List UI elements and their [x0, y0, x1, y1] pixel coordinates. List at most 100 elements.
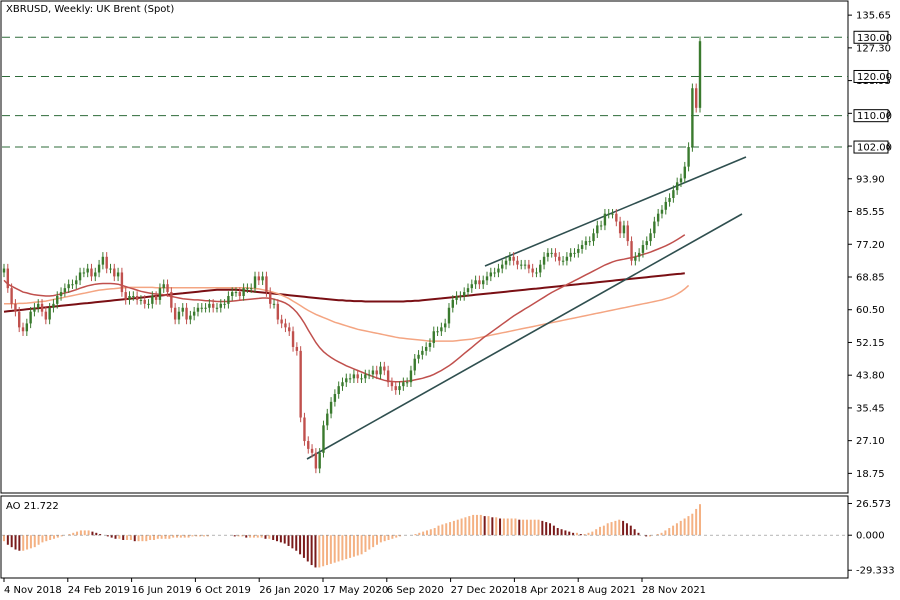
candle-body — [413, 358, 416, 371]
y-tick-label: 93.90 — [856, 174, 885, 185]
candle-body — [272, 303, 276, 305]
candle-body — [154, 296, 158, 300]
candle-body — [592, 233, 595, 242]
candle-body — [250, 288, 253, 290]
level-label-box — [853, 69, 889, 83]
candle-body — [291, 331, 295, 347]
candle-body — [474, 280, 477, 285]
candle-body — [379, 366, 382, 375]
candle-body — [630, 241, 633, 261]
candle-body — [531, 268, 534, 273]
candle-body — [219, 303, 222, 308]
candle-body — [535, 272, 538, 274]
candle-body — [97, 264, 101, 273]
candle-body — [341, 382, 344, 387]
x-tick-label: 24 Feb 2019 — [68, 585, 130, 596]
candle-body — [561, 260, 565, 262]
candle-body — [196, 307, 200, 312]
candle-body — [679, 178, 683, 183]
trend-channel — [306, 156, 747, 460]
y-tick-label: 35.45 — [856, 403, 885, 414]
candle-body — [383, 366, 386, 371]
candle-body — [421, 350, 424, 355]
candle-body — [691, 88, 694, 148]
main-panel-frame — [0, 0, 849, 494]
candle-body — [516, 260, 519, 265]
candle-body — [166, 284, 169, 293]
ao-tick-label: 26.573 — [856, 499, 891, 510]
candle-body — [345, 378, 348, 383]
candle-body — [269, 292, 272, 304]
candle-body — [25, 323, 29, 332]
candle-body — [105, 256, 108, 269]
candle-body — [596, 225, 599, 234]
y-tick-label: 60.50 — [856, 305, 885, 316]
candle-body — [52, 303, 55, 308]
candle-body — [223, 303, 226, 305]
x-tick-label: 27 Dec 2020 — [451, 585, 515, 596]
candle-body — [649, 233, 652, 242]
candle-body — [314, 452, 318, 469]
candle-body — [569, 252, 572, 257]
candle-body — [307, 441, 310, 449]
level-label-box — [853, 109, 889, 123]
x-tick-label: 4 Nov 2018 — [4, 585, 62, 596]
horizontal-levels — [2, 36, 848, 148]
candle-body — [656, 213, 660, 222]
candle-body — [364, 374, 367, 379]
x-tick-label: 28 Nov 2021 — [642, 585, 706, 596]
candle-body — [2, 268, 6, 273]
x-tick-label: 8 Aug 2021 — [578, 585, 636, 596]
candle-body — [375, 370, 378, 375]
candle-body — [280, 319, 283, 324]
candle-body — [6, 268, 10, 289]
y-tick-label: 27.10 — [856, 436, 885, 447]
price-candles — [2, 36, 702, 474]
candle-body — [101, 256, 105, 265]
level-label: 102.00 — [857, 143, 892, 154]
candle-body — [170, 292, 173, 308]
candle-body — [257, 276, 261, 281]
candle-body — [128, 296, 131, 300]
y-tick-label: 77.20 — [856, 240, 885, 251]
candle-body — [192, 311, 196, 316]
candle-body — [504, 260, 508, 265]
candle-body — [86, 268, 89, 273]
x-tick-label: 26 Jan 2020 — [259, 585, 319, 596]
ao-tick-label: 0.000 — [856, 531, 885, 542]
candle-body — [645, 241, 648, 246]
candle-body — [143, 299, 146, 304]
candle-body — [455, 296, 458, 300]
candle-body — [622, 225, 626, 234]
candle-body — [295, 346, 299, 351]
candle-body — [660, 209, 664, 214]
ao-axis: 26.573 0.000 -29.333 — [848, 499, 895, 577]
candle-body — [493, 272, 496, 274]
candle-body — [694, 88, 698, 108]
x-tick-label: 18 Apr 2021 — [514, 585, 576, 596]
candle-body — [599, 225, 603, 227]
candle-body — [687, 147, 690, 167]
level-label-box — [853, 30, 889, 44]
candle-body — [310, 448, 314, 453]
candle-body — [238, 292, 242, 296]
candle-body — [611, 213, 614, 215]
candle-body — [303, 417, 306, 442]
candle-body — [523, 264, 527, 266]
candle-body — [181, 307, 184, 312]
candle-body — [139, 299, 143, 301]
candle-body — [253, 276, 257, 289]
candle-body — [318, 452, 321, 469]
candle-body — [485, 276, 489, 281]
candle-body — [135, 296, 139, 300]
candle-body — [189, 315, 192, 320]
ma-short-line — [3, 234, 686, 383]
candle-body — [94, 272, 97, 277]
candle-body — [116, 272, 120, 277]
candle-body — [554, 252, 557, 257]
candle-body — [322, 425, 325, 453]
candle-body — [527, 264, 531, 269]
candle-body — [394, 386, 397, 391]
candle-body — [82, 272, 86, 274]
